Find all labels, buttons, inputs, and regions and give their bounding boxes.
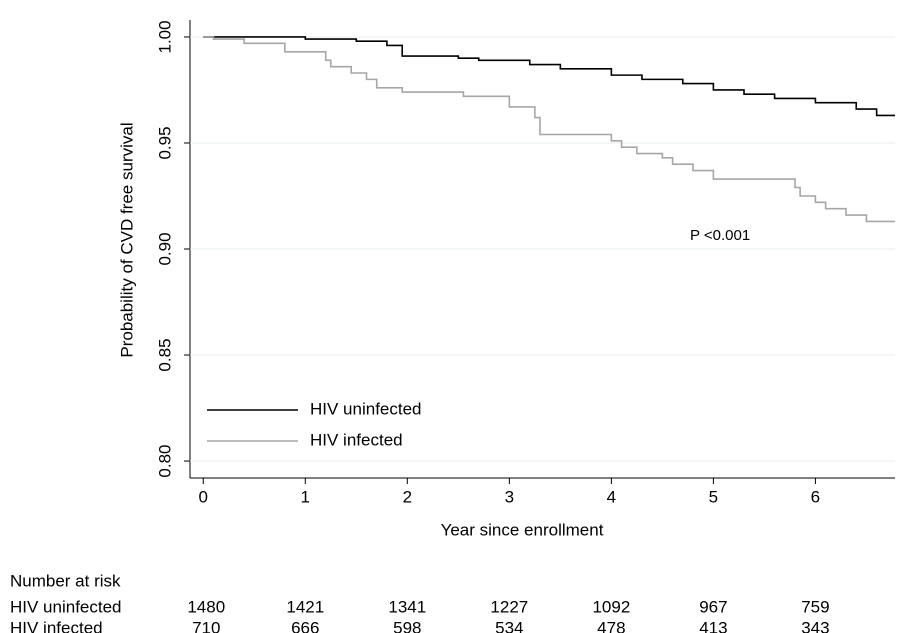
x-tick-label: 2 (403, 487, 412, 506)
x-tick-label: 0 (199, 487, 208, 506)
legend-label: HIV infected (310, 430, 403, 449)
risk-count: 1227 (490, 597, 528, 616)
risk-row-label: HIV infected (10, 618, 103, 633)
risk-count: 1092 (592, 597, 630, 616)
risk-count: 1480 (187, 597, 225, 616)
y-tick-label: 0.95 (155, 126, 174, 159)
risk-count: 967 (699, 597, 727, 616)
risk-row-label: HIV uninfected (10, 597, 122, 616)
x-tick-label: 4 (607, 487, 616, 506)
series-line (203, 36, 895, 223)
risk-count: 534 (495, 618, 523, 633)
risk-table-title: Number at risk (10, 571, 121, 590)
x-tick-label: 3 (505, 487, 514, 506)
risk-count: 1421 (286, 597, 324, 616)
x-axis-label: Year since enrollment (441, 520, 604, 539)
risk-count: 759 (801, 597, 829, 616)
y-tick-label: 0.80 (155, 444, 174, 477)
y-tick-label: 0.85 (155, 338, 174, 371)
risk-count: 1341 (388, 597, 426, 616)
risk-count: 343 (801, 618, 829, 633)
risk-count: 598 (393, 618, 421, 633)
legend-label: HIV uninfected (310, 399, 422, 418)
x-tick-label: 5 (709, 487, 718, 506)
risk-count: 478 (597, 618, 625, 633)
x-tick-label: 1 (301, 487, 310, 506)
risk-count: 710 (192, 618, 220, 633)
y-tick-label: 1.00 (155, 20, 174, 53)
risk-count: 666 (291, 618, 319, 633)
x-tick-label: 6 (811, 487, 820, 506)
annotation: P <0.001 (690, 227, 750, 244)
y-axis-label: Probability of CVD free survival (117, 122, 136, 357)
y-tick-label: 0.90 (155, 232, 174, 265)
series-line (203, 36, 895, 117)
risk-count: 413 (699, 618, 727, 633)
